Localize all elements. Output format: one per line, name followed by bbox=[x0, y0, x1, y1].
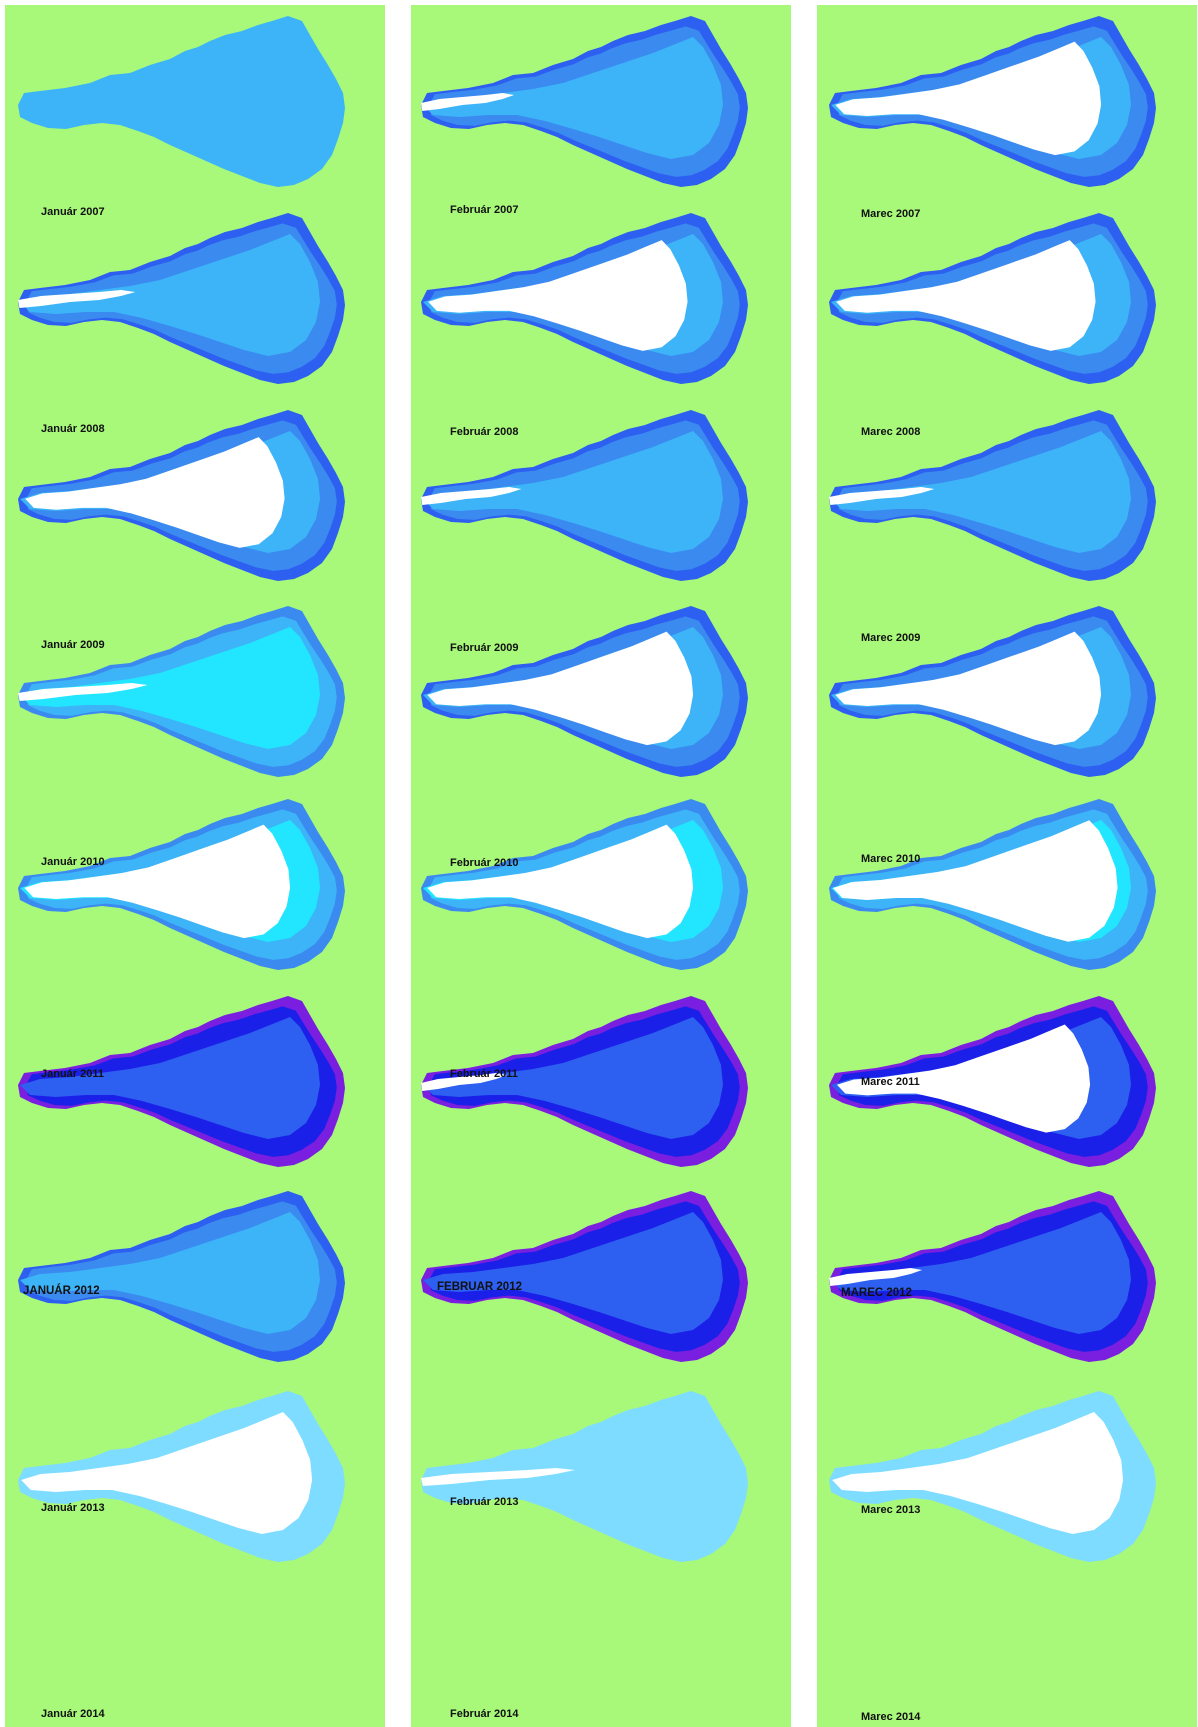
januar-maps bbox=[18, 16, 345, 1562]
panel-label: Marec 2013 bbox=[861, 1504, 921, 1516]
panel-label: FEBRUAR 2012 bbox=[437, 1281, 522, 1293]
snow-cover bbox=[421, 1073, 507, 1091]
snow-cover bbox=[836, 240, 1096, 351]
panel-label: Január 2014 bbox=[41, 1708, 105, 1720]
basin-map bbox=[829, 996, 1156, 1167]
panel-label: Február 2009 bbox=[450, 642, 519, 654]
snow-cover bbox=[24, 824, 291, 939]
basin-map bbox=[421, 996, 748, 1167]
snow-cover bbox=[428, 240, 688, 351]
basin-map bbox=[829, 1391, 1156, 1562]
snow-cover bbox=[421, 1468, 575, 1486]
panel-label: Január 2010 bbox=[41, 856, 105, 868]
basin-valley bbox=[423, 1212, 723, 1334]
februar-maps bbox=[421, 16, 748, 1562]
panel-label: Marec 2011 bbox=[861, 1076, 920, 1088]
column-januar: Január 2007 Január 2008 Január 2009 Janu… bbox=[5, 5, 385, 1727]
basin-map bbox=[421, 1391, 748, 1562]
panel-label: Január 2009 bbox=[41, 639, 105, 651]
panel-label: Január 2008 bbox=[41, 423, 105, 435]
basin-map bbox=[421, 16, 748, 187]
panel-label: Marec 2014 bbox=[861, 1711, 921, 1723]
basin-valley bbox=[423, 37, 723, 159]
basin-valley bbox=[20, 37, 320, 159]
basin-map bbox=[421, 1191, 748, 1362]
snow-cover bbox=[829, 1268, 923, 1286]
panel-label: Február 2013 bbox=[450, 1496, 519, 1508]
snow-cover bbox=[421, 487, 522, 505]
panel-label: MAREC 2012 bbox=[841, 1287, 912, 1299]
basin-valley bbox=[20, 627, 320, 749]
basin-map bbox=[18, 799, 345, 970]
panel-label: Marec 2009 bbox=[861, 632, 921, 644]
panel-label: Február 2014 bbox=[450, 1708, 519, 1720]
snow-cover bbox=[832, 820, 1118, 942]
panel-label: Január 2011 bbox=[41, 1068, 104, 1080]
column-marec: Marec 2007 Marec 2008 Marec 2009 Marec 2… bbox=[817, 5, 1197, 1727]
snow-cover bbox=[18, 683, 148, 701]
panel-label: Marec 2010 bbox=[861, 853, 921, 865]
snow-cover bbox=[18, 290, 136, 308]
snow-cover bbox=[835, 41, 1102, 156]
basin-map bbox=[18, 16, 345, 187]
snow-cover bbox=[25, 437, 285, 548]
panel-label: Február 2008 bbox=[450, 426, 519, 438]
basin-map bbox=[18, 410, 345, 581]
basin-map bbox=[829, 606, 1156, 777]
basin-map bbox=[18, 996, 345, 1167]
basin-valley bbox=[831, 431, 1131, 553]
snow-cover bbox=[427, 824, 694, 939]
basin-map bbox=[829, 410, 1156, 581]
snow-cover bbox=[421, 93, 515, 111]
basin-map bbox=[421, 606, 748, 777]
basin-map bbox=[829, 213, 1156, 384]
basin-map bbox=[829, 799, 1156, 970]
snow-cover bbox=[832, 1412, 1124, 1534]
snow-cover bbox=[835, 631, 1102, 746]
basin-map bbox=[421, 213, 748, 384]
basin-map bbox=[829, 1191, 1156, 1362]
snow-cover bbox=[427, 631, 694, 746]
panel-label: Február 2011 bbox=[450, 1068, 518, 1080]
basin-valley bbox=[20, 234, 320, 356]
panel-label: Január 2013 bbox=[41, 1502, 105, 1514]
basin-valley bbox=[423, 1017, 723, 1139]
basin-map bbox=[18, 606, 345, 777]
panel-label: JANUÁR 2012 bbox=[23, 1285, 100, 1297]
panel-label: Február 2010 bbox=[450, 857, 519, 869]
basin-map bbox=[421, 410, 748, 581]
basin-map bbox=[421, 799, 748, 970]
panel-label: Február 2007 bbox=[450, 204, 519, 216]
snow-cover bbox=[836, 1024, 1091, 1133]
basin-valley bbox=[20, 1212, 320, 1334]
basin-valley bbox=[423, 1412, 723, 1534]
snow-cover bbox=[829, 487, 935, 505]
basin-map bbox=[829, 16, 1156, 187]
snow-cover bbox=[21, 1412, 313, 1534]
column-februar: Február 2007 Február 2008 Február 2009 F… bbox=[411, 5, 791, 1727]
panel-label: Marec 2007 bbox=[861, 208, 921, 220]
basin-valley bbox=[423, 431, 723, 553]
basin-map bbox=[18, 213, 345, 384]
marec-maps bbox=[829, 16, 1156, 1562]
basin-valley bbox=[831, 1212, 1131, 1334]
basin-map bbox=[18, 1391, 345, 1562]
basin-map bbox=[18, 1191, 345, 1362]
panel-label: Január 2007 bbox=[41, 206, 105, 218]
basin-valley bbox=[20, 1017, 320, 1139]
panel-label: Marec 2008 bbox=[861, 426, 921, 438]
